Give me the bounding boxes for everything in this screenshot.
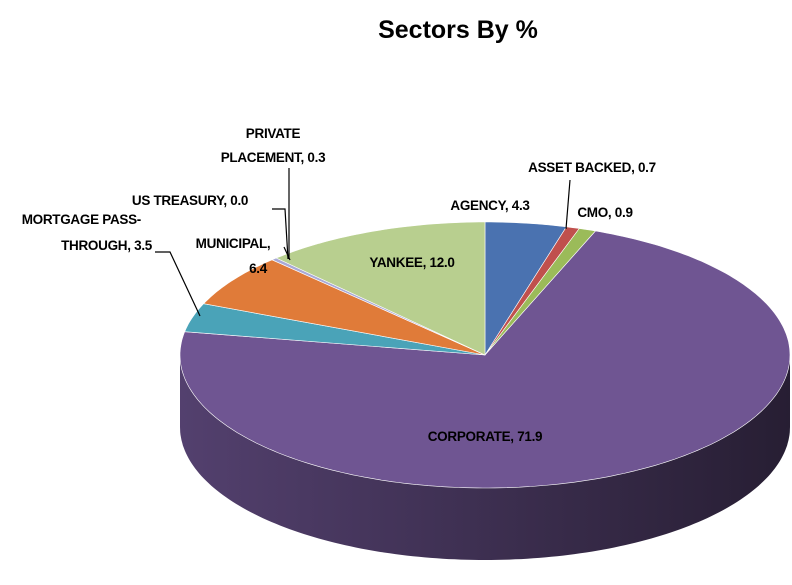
data-label: AGENCY, 4.3: [450, 198, 530, 213]
slice: [484, 221, 567, 357]
data-label: ASSET BACKED, 0.7: [528, 160, 656, 175]
data-label: CORPORATE, 71.9: [428, 429, 543, 444]
labels: AGENCY, 4.3 ASSET BACKED, 0.7 CMO, 0.9 CORP…: [22, 126, 656, 444]
data-label: MORTGAGE PASS-: [22, 212, 141, 227]
leader-line: [565, 179, 571, 230]
chart-title: Sectors By %: [378, 16, 538, 44]
data-label: THROUGH, 3.5: [61, 238, 153, 253]
slice: [275, 221, 486, 356]
leader-lines: [155, 168, 571, 317]
leader-line: [272, 208, 289, 260]
slice: [184, 303, 486, 356]
slice: [202, 259, 486, 356]
slice-side: [180, 355, 790, 560]
pie: [179, 221, 791, 560]
data-label: 6.4: [249, 261, 268, 276]
data-label: YANKEE, 12.0: [369, 255, 454, 270]
leader-line: [155, 251, 201, 317]
data-label: PRIVATE: [246, 126, 301, 141]
data-label: US TREASURY, 0.0: [132, 193, 248, 208]
data-label: MUNICIPAL,: [196, 236, 271, 251]
data-label: CMO, 0.9: [577, 205, 632, 220]
data-label: PLACEMENT, 0.3: [221, 150, 326, 165]
slice: [179, 230, 791, 489]
